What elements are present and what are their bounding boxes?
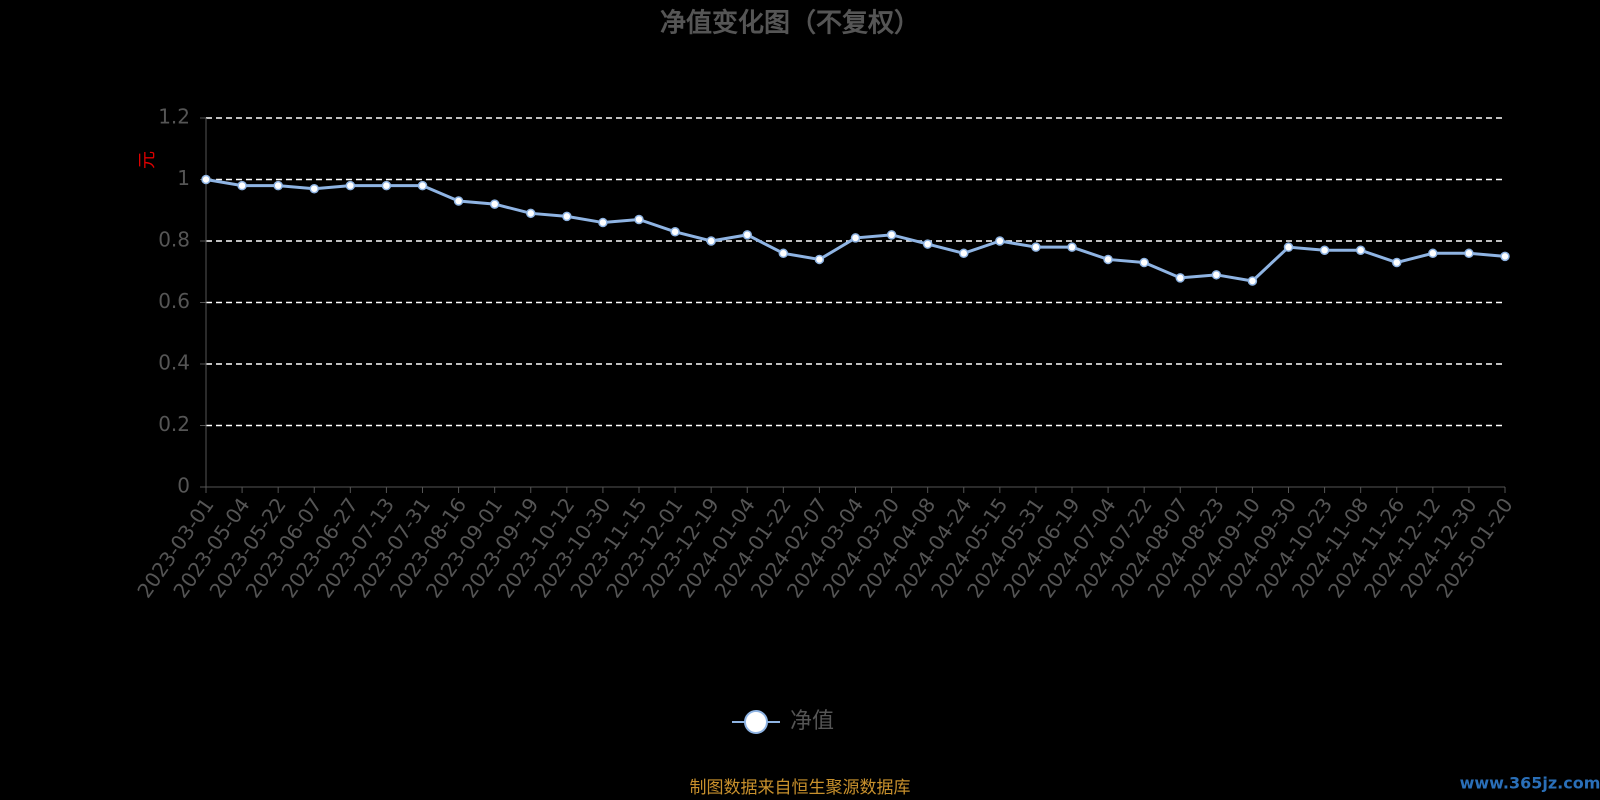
point [1103,254,1113,265]
point [1067,242,1077,252]
point [886,230,897,240]
legend-marker [744,710,768,734]
point [1283,242,1294,252]
point [850,233,861,243]
point [1392,257,1402,268]
y-tick-label: 0.2 [158,412,190,436]
point [778,248,789,259]
point [237,180,247,191]
point [922,239,933,249]
point [959,248,969,259]
y-tick-label: 0.8 [158,228,190,252]
point [345,180,356,191]
point [309,183,319,194]
watermark: www.365jz.com [1460,774,1600,793]
y-tick-label: 1 [177,166,190,190]
y-tick-label: 1.2 [158,105,190,129]
y-tick-label: 0.6 [158,289,190,313]
legend-label: 净值 [790,709,834,734]
point [489,199,500,209]
point [1464,248,1474,259]
point [995,236,1005,246]
point [706,236,716,246]
chart-title: 净值变化图（不复权） [660,8,920,39]
point [273,180,283,191]
point [1031,242,1041,252]
point [417,180,428,191]
y-tick-label: 0 [177,474,190,498]
point [598,217,608,228]
point [453,196,464,206]
y-tick-label: 0.4 [158,351,190,375]
point [670,227,680,237]
point [201,174,211,185]
point [1211,270,1222,280]
point [1139,257,1149,268]
point [562,211,572,222]
point [381,180,392,191]
point [742,230,752,240]
point [634,214,644,225]
point [814,254,825,265]
point [1247,276,1258,286]
source-note: 制图数据来自恒生聚源数据库 [690,778,911,798]
point [1355,245,1366,255]
y-axis-label: 元 [137,151,158,169]
point [1500,251,1510,262]
point [1428,248,1438,259]
point [1175,273,1185,283]
point [1319,245,1330,255]
point [526,208,536,219]
